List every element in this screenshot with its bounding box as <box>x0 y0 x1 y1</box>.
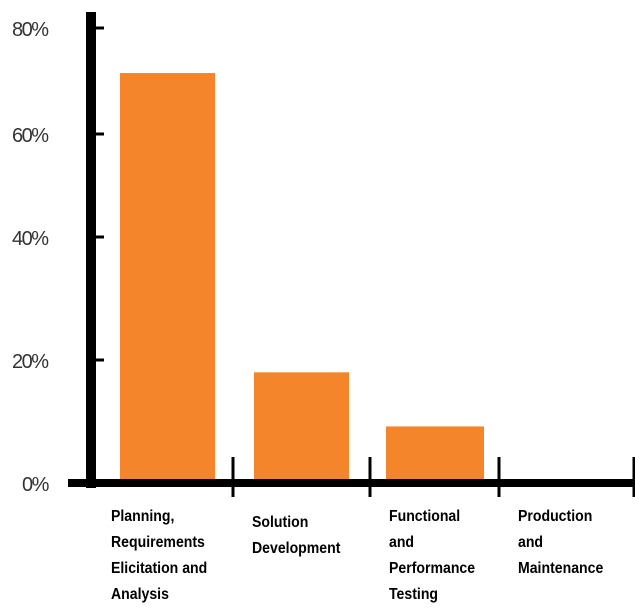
bar-3 <box>386 426 484 483</box>
bars-layer <box>120 73 484 484</box>
bar-1 <box>120 73 215 484</box>
ticks-layer: 0% 20% 40% 60% 80% <box>12 19 104 496</box>
x-divider-2 <box>368 457 372 497</box>
y-tick-label-0: 0% <box>22 474 50 496</box>
axes-layer <box>68 12 635 497</box>
y-tick-40 <box>91 235 104 239</box>
y-tick-label-80: 80% <box>12 19 49 41</box>
x-category-label-3: Functional and Performance Testing <box>389 508 476 603</box>
bar-2 <box>254 372 349 483</box>
x-category-label-4: Production and Maintenance <box>518 508 604 577</box>
x-divider-3 <box>497 457 501 497</box>
y-tick-20 <box>91 358 104 362</box>
x-axis-line <box>68 479 635 487</box>
x-category-label-1: Planning, Requirements Elicitation and A… <box>111 508 208 603</box>
x-divider-4 <box>632 457 635 497</box>
y-tick-80 <box>91 26 104 30</box>
y-tick-label-60: 60% <box>12 125 49 147</box>
x-category-label-2: Solution Development <box>252 514 341 557</box>
y-tick-60 <box>91 132 104 136</box>
y-axis-line <box>86 12 96 488</box>
y-tick-label-20: 20% <box>12 351 49 373</box>
y-tick-label-40: 40% <box>12 228 49 250</box>
x-divider-1 <box>231 457 235 497</box>
